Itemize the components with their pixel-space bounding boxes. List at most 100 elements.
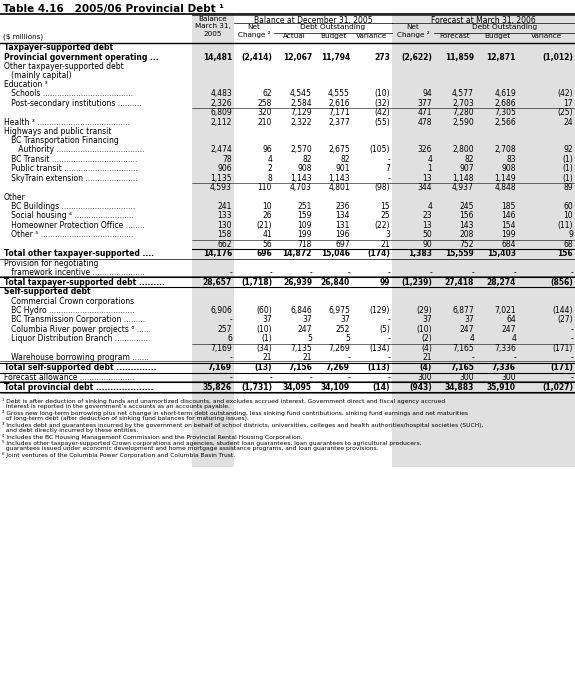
Text: 377: 377	[417, 99, 432, 108]
Text: -: -	[387, 174, 390, 183]
Text: 4,483: 4,483	[210, 89, 232, 98]
Text: -: -	[513, 268, 516, 277]
Text: 7,169: 7,169	[210, 344, 232, 353]
Text: 2: 2	[267, 164, 272, 173]
Text: 10: 10	[262, 202, 272, 211]
Text: ⁴ Includes the BC Housing Management Commission and the Provincial Rental Housin: ⁴ Includes the BC Housing Management Com…	[2, 434, 302, 440]
Text: Liquor Distribution Branch ..............: Liquor Distribution Branch .............…	[4, 334, 148, 343]
Text: (27): (27)	[557, 315, 573, 324]
Text: (4): (4)	[421, 344, 432, 353]
Text: ($ millions): ($ millions)	[3, 33, 43, 40]
Text: Provincial government operating ...: Provincial government operating ...	[4, 53, 159, 62]
Text: Net
Change ²: Net Change ²	[237, 23, 270, 38]
Text: ³ Includes debt and guarantees incurred by the government on behalf of school di: ³ Includes debt and guarantees incurred …	[2, 422, 484, 428]
Text: 4: 4	[511, 334, 516, 343]
Text: (171): (171)	[553, 344, 573, 353]
Text: 1,149: 1,149	[494, 174, 516, 183]
Text: -: -	[347, 268, 350, 277]
Text: 159: 159	[297, 211, 312, 221]
Text: Budget: Budget	[320, 33, 346, 39]
Text: (13): (13)	[255, 363, 272, 372]
Text: 146: 146	[501, 211, 516, 221]
Text: 15,559: 15,559	[445, 249, 474, 258]
Text: 906: 906	[217, 164, 232, 173]
Text: (34): (34)	[256, 344, 272, 353]
Text: and debt directly incurred by these entities.: and debt directly incurred by these enti…	[2, 428, 138, 433]
Text: BC Hydro ....................................: BC Hydro ...............................…	[4, 306, 135, 314]
Text: Homeowner Protection Office ........: Homeowner Protection Office ........	[4, 221, 145, 229]
Text: 252: 252	[336, 325, 350, 334]
Text: -: -	[387, 155, 390, 164]
Text: 27,418: 27,418	[444, 277, 474, 286]
Text: 133: 133	[217, 211, 232, 221]
Text: 12,067: 12,067	[283, 53, 312, 62]
Text: 4,801: 4,801	[328, 184, 350, 192]
Text: -: -	[309, 268, 312, 277]
Text: 2,675: 2,675	[328, 145, 350, 154]
Text: 478: 478	[417, 118, 432, 127]
Text: 15,403: 15,403	[487, 249, 516, 258]
Text: 41: 41	[262, 230, 272, 239]
Text: 7,280: 7,280	[453, 108, 474, 117]
Text: 28,657: 28,657	[203, 277, 232, 286]
Text: -: -	[472, 353, 474, 362]
Text: 185: 185	[501, 202, 516, 211]
Text: Highways and public transit: Highways and public transit	[4, 127, 112, 136]
Text: -: -	[513, 353, 516, 362]
Text: 14,176: 14,176	[203, 249, 232, 258]
Text: 300: 300	[459, 373, 474, 382]
Text: (1): (1)	[562, 155, 573, 164]
Text: 4,848: 4,848	[494, 184, 516, 192]
Text: -: -	[387, 268, 390, 277]
Text: 7,169: 7,169	[208, 363, 232, 372]
Text: (943): (943)	[409, 382, 432, 392]
Text: (10): (10)	[256, 325, 272, 334]
Text: 89: 89	[564, 184, 573, 192]
Text: 8: 8	[267, 174, 272, 183]
Text: Forecast at March 31, 2006: Forecast at March 31, 2006	[431, 16, 536, 25]
Text: Total self-supported debt ..............: Total self-supported debt ..............	[4, 363, 156, 372]
Text: (21): (21)	[256, 221, 272, 229]
Text: Total provincial debt ....................: Total provincial debt ..................…	[4, 382, 154, 392]
Text: Taxpayer-supported debt: Taxpayer-supported debt	[4, 43, 113, 52]
Text: -: -	[229, 353, 232, 362]
Text: (1,239): (1,239)	[401, 277, 432, 286]
Text: Provision for negotiating: Provision for negotiating	[4, 258, 98, 268]
Text: 6,809: 6,809	[210, 108, 232, 117]
Text: 1,143: 1,143	[290, 174, 312, 183]
Text: Commercial Crown corporations: Commercial Crown corporations	[4, 297, 134, 306]
Text: (10): (10)	[416, 325, 432, 334]
Text: BC Transit ....................................: BC Transit .............................…	[4, 155, 137, 164]
Text: 4: 4	[267, 155, 272, 164]
Text: Budget: Budget	[484, 33, 510, 39]
Text: (2,414): (2,414)	[241, 53, 272, 62]
Text: 251: 251	[298, 202, 312, 211]
Text: 697: 697	[335, 240, 350, 249]
Text: (174): (174)	[367, 249, 390, 258]
Text: 7,336: 7,336	[494, 344, 516, 353]
Text: 6,877: 6,877	[453, 306, 474, 314]
Text: 35,910: 35,910	[487, 382, 516, 392]
Text: 37: 37	[464, 315, 474, 324]
Text: Health ³ .......................................: Health ³ ...............................…	[4, 118, 130, 127]
Text: Total taxpayer-supported debt .........: Total taxpayer-supported debt .........	[4, 277, 165, 286]
Text: 24: 24	[564, 118, 573, 127]
Text: 34,095: 34,095	[283, 382, 312, 392]
Text: (1): (1)	[562, 164, 573, 173]
Text: -: -	[472, 268, 474, 277]
Text: 156: 156	[459, 211, 474, 221]
Text: -: -	[229, 315, 232, 324]
Text: 96: 96	[262, 145, 272, 154]
Text: 245: 245	[459, 202, 474, 211]
Text: 5: 5	[307, 334, 312, 343]
Text: (11): (11)	[558, 221, 573, 229]
Text: 68: 68	[564, 240, 573, 249]
Text: 2,474: 2,474	[210, 145, 232, 154]
Text: 1: 1	[427, 164, 432, 173]
Text: 196: 196	[335, 230, 350, 239]
Text: Balance at December 31, 2005: Balance at December 31, 2005	[254, 16, 373, 25]
Text: 82: 82	[465, 155, 474, 164]
Text: 6,846: 6,846	[290, 306, 312, 314]
Text: (4): (4)	[420, 363, 432, 372]
Text: 15,046: 15,046	[321, 249, 350, 258]
